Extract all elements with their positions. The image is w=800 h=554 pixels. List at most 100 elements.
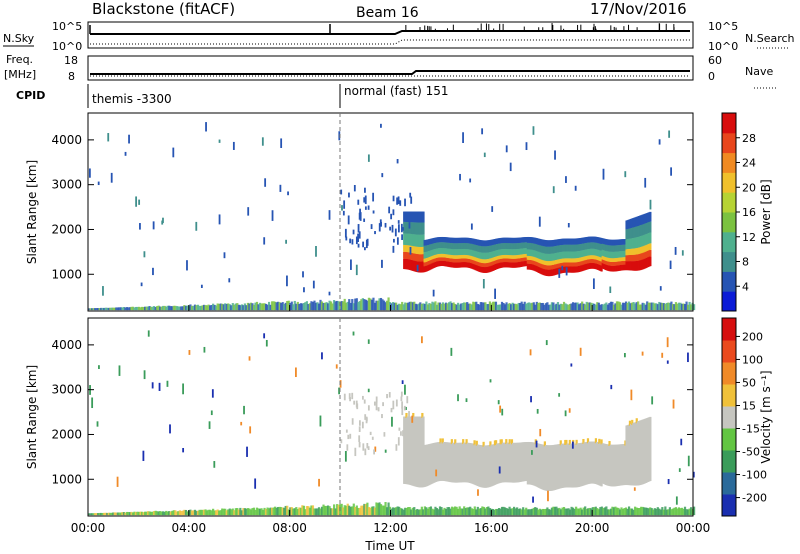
power-cell: [519, 302, 522, 311]
power-cell: [599, 237, 602, 244]
power-cell: [166, 305, 169, 311]
power-cell: [446, 237, 449, 243]
power-cell: [553, 246, 557, 254]
power-cell: [625, 229, 628, 240]
power-cell: [603, 303, 606, 311]
velocity-cell: [356, 403, 359, 410]
power-cell: [458, 243, 461, 250]
power-cell: [519, 261, 523, 267]
velocity-cell: [529, 509, 532, 516]
power-cell: [620, 251, 624, 258]
power-cell: [454, 303, 457, 311]
power-cell: [152, 221, 155, 230]
power-cell: [135, 196, 138, 207]
power-cell: [631, 218, 634, 228]
power-cell: [614, 251, 617, 259]
power-cell: [303, 287, 305, 293]
power-cell: [685, 301, 688, 311]
velocity-cell: [406, 416, 409, 485]
power-cell: [483, 240, 486, 247]
power-cell: [453, 243, 456, 250]
velocity-cell: [496, 443, 499, 484]
power-cell: [473, 260, 476, 265]
power-cell: [382, 300, 386, 311]
power-cell: [602, 259, 605, 264]
power-cell: [521, 254, 524, 258]
power-cell: [271, 301, 274, 311]
power-cell: [415, 253, 418, 262]
velocity-cell: [121, 512, 124, 516]
velocity-cell: [320, 506, 324, 516]
velocity-cell: [361, 505, 364, 516]
velocity-cell: [211, 389, 214, 398]
velocity-cell: [307, 506, 310, 516]
power-cell: [447, 261, 450, 267]
velocity-cell: [415, 416, 418, 487]
power-cell: [337, 301, 340, 311]
power-cell: [510, 249, 514, 256]
power-cell: [456, 237, 459, 244]
power-cell: [591, 236, 594, 243]
power-cell: [434, 301, 437, 311]
velocity-cell: [599, 507, 602, 516]
power-cell: [266, 304, 269, 311]
velocity-cell: [407, 418, 409, 422]
power-cell: [595, 259, 599, 264]
velocity-cell: [588, 507, 591, 516]
power-cell: [624, 171, 627, 178]
power-cell: [195, 221, 198, 231]
velocity-cell: [171, 510, 174, 516]
power-cell: [593, 303, 596, 311]
power-cell: [460, 243, 464, 250]
nave-tick-bottom: 0: [708, 70, 715, 83]
power-cell: [426, 265, 430, 271]
freq-tick-top: 18: [64, 54, 78, 67]
power-cell: [487, 246, 490, 253]
power-cell: [590, 242, 593, 249]
velocity-cell: [482, 506, 485, 516]
power-cell: [462, 132, 464, 143]
power-cell: [492, 239, 495, 245]
power-cell: [457, 258, 460, 263]
power-cell: [508, 255, 511, 259]
power-cell: [162, 305, 165, 311]
power-cell: [246, 302, 250, 311]
power-cell: [681, 250, 684, 256]
power-cell: [612, 258, 616, 263]
power-cell: [490, 251, 493, 259]
velocity-cell: [494, 440, 498, 446]
power-cell: [460, 303, 463, 311]
velocity-cell: [267, 508, 271, 516]
power-cell: [471, 243, 474, 250]
power-cell: [599, 256, 602, 261]
velocity-cell: [412, 412, 415, 418]
power-cell: [122, 307, 125, 311]
velocity-cell: [522, 442, 525, 482]
power-cell: [509, 255, 512, 259]
power-cell: [539, 245, 542, 253]
power-cell: [551, 265, 554, 270]
power-cell: [94, 308, 97, 311]
power-cell: [563, 244, 566, 252]
velocity-cell: [493, 443, 497, 485]
power-cell: [643, 252, 646, 259]
velocity-cell: [452, 507, 455, 516]
power-cell: [615, 251, 618, 259]
cpid-segment-1: themis -3300: [92, 92, 172, 106]
velocity-cell: [530, 396, 532, 403]
power-cell: [526, 242, 529, 250]
velocity-cell: [484, 445, 487, 488]
velocity-cell: [195, 510, 198, 516]
velocity-cell: [405, 412, 408, 418]
velocity-cell: [345, 429, 348, 433]
velocity-cell: [581, 509, 584, 516]
velocity-cell: [624, 440, 627, 446]
velocity-cell: [592, 441, 595, 484]
power-cell: [363, 299, 366, 311]
power-cell: [606, 251, 609, 258]
power-cell: [541, 245, 544, 253]
power-cell: [567, 304, 570, 311]
power-cell: [498, 262, 501, 269]
power-cell: [484, 252, 487, 260]
